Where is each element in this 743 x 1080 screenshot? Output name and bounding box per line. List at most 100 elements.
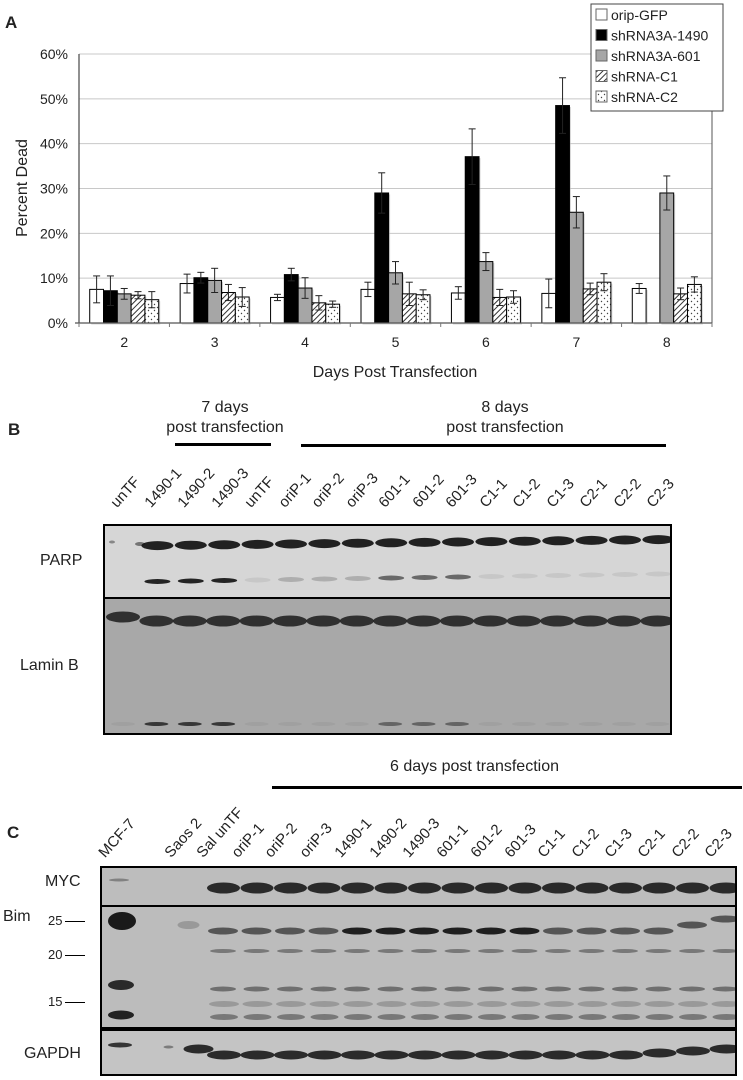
- mw-marker-label: 20: [48, 947, 63, 962]
- x-tick-label: 5: [392, 334, 400, 350]
- blot-parp: [103, 524, 672, 599]
- lane-label: C2-3: [643, 475, 678, 511]
- bim-band: [277, 1014, 305, 1020]
- bim-s-band: [243, 986, 270, 992]
- bim-el-band: [342, 927, 372, 935]
- lane-label: oriP-2: [308, 469, 348, 511]
- myc-band: [307, 882, 341, 894]
- bim-band: [645, 1014, 674, 1020]
- lamin-b-cleaved-band: [311, 722, 336, 726]
- bim-smear: [376, 1001, 407, 1007]
- lane-label: C2-1: [576, 475, 611, 511]
- group-header-6-days: 6 days post transfection: [370, 757, 700, 777]
- bim-smear: [276, 1001, 306, 1007]
- bim-smear: [242, 1001, 273, 1007]
- bim-s-band: [344, 986, 370, 992]
- parp-band: [575, 535, 608, 545]
- bim-el-band: [710, 915, 735, 923]
- blot-bim: [100, 905, 737, 1029]
- panel-a-letter: A: [5, 13, 18, 32]
- parp-cleaved-band: [144, 579, 171, 584]
- x-tick-label: 7: [572, 334, 580, 350]
- panel-b-letter: B: [8, 420, 21, 439]
- blot-parp-bands: [109, 535, 670, 584]
- lamin-b-band: [440, 615, 474, 627]
- lane-label: MCF-7: [95, 815, 139, 861]
- y-tick-label: 0%: [48, 315, 68, 331]
- group-header-line1: 7 days: [201, 399, 249, 416]
- lamin-b-band: [239, 615, 274, 627]
- bim-band: [679, 1014, 707, 1020]
- bim-s-band: [578, 986, 605, 992]
- parp-cleaved-band: [445, 574, 471, 580]
- bim-l-band: [377, 949, 404, 953]
- lamin-b-band: [339, 615, 374, 627]
- blot-label-bim: Bim: [3, 908, 31, 925]
- lamin-b-band: [373, 615, 408, 627]
- x-tick-label: 2: [120, 334, 128, 350]
- legend-swatch: [595, 70, 608, 82]
- lane-label: C1-1: [475, 475, 511, 511]
- bim-el-band: [643, 927, 674, 935]
- bim-el-band: [442, 927, 473, 935]
- bim-band: [444, 1014, 473, 1020]
- myc-band: [508, 882, 542, 894]
- bim-s-band: [444, 986, 471, 992]
- error-bars: [93, 77, 698, 311]
- lamin-b-cleaved-band: [445, 722, 469, 726]
- blot-bim-bands: [108, 912, 735, 1020]
- lamin-b-band: [506, 615, 541, 627]
- parp-cleaved-band: [278, 577, 304, 582]
- parp-band: [208, 540, 241, 550]
- parp-band: [442, 537, 474, 547]
- parp-cleaved-band: [645, 571, 670, 577]
- legend-label: shRNA3A-1490: [611, 28, 708, 44]
- y-tick-label: 30%: [40, 181, 68, 197]
- bim-smear: [711, 1001, 735, 1007]
- bim-smear: [309, 1001, 340, 1007]
- gapdh-band: [709, 1044, 735, 1054]
- bim-s-band: [411, 986, 437, 992]
- bim-band: [712, 1014, 735, 1020]
- lane-label: C1-3: [601, 825, 636, 861]
- group-rule-8-days: [301, 444, 666, 447]
- x-tick-label: 8: [663, 334, 671, 350]
- lane-label: unTF: [107, 473, 144, 511]
- myc-band: [676, 882, 709, 894]
- legend: orip-GFP shRNA3A-1490 shRNA3A-601 shRNA-C1 s…: [590, 3, 724, 112]
- gapdh-band: [240, 1050, 275, 1060]
- parp-cleaved-band: [478, 574, 505, 579]
- parp-band: [141, 541, 174, 551]
- bim-s-band: [712, 986, 735, 992]
- gapdh-band: [183, 1044, 214, 1054]
- y-tick-labels: 0% 10% 20% 30% 40% 50% 60%: [40, 46, 68, 331]
- lane-label: C1-1: [534, 825, 569, 861]
- bim-el-band: [241, 927, 272, 935]
- myc-band: [240, 882, 274, 894]
- parp-cleaved-band: [411, 575, 438, 580]
- lane-label: 601-1: [375, 471, 414, 511]
- lamin-b-band: [540, 615, 575, 627]
- bar: [555, 105, 570, 324]
- x-tick-labels: 2 3 4 5 6 7 8: [120, 334, 671, 350]
- group-header-8-days: 8 days post transfection: [385, 398, 625, 438]
- bim-l-band: [210, 949, 236, 953]
- bim-l-band: [578, 949, 605, 953]
- bim-l-band: [612, 949, 638, 953]
- bim-s-band: [478, 986, 504, 992]
- blot-label-myc: MYC: [45, 873, 81, 890]
- bim-band: [177, 921, 200, 929]
- bim-el-band: [409, 927, 439, 935]
- bim-band: [210, 1014, 238, 1020]
- parp-band: [308, 539, 341, 549]
- gapdh-band: [108, 1042, 132, 1048]
- lamin-b-band: [273, 615, 307, 627]
- bar: [283, 274, 299, 324]
- legend-swatch: [595, 29, 608, 41]
- myc-band: [542, 882, 575, 894]
- bim-smear: [477, 1001, 507, 1007]
- blot-lamin-b-bands: [106, 611, 670, 726]
- bim-l-band: [277, 949, 303, 953]
- bim-l-band: [679, 949, 705, 953]
- bim-l-band: [444, 949, 471, 953]
